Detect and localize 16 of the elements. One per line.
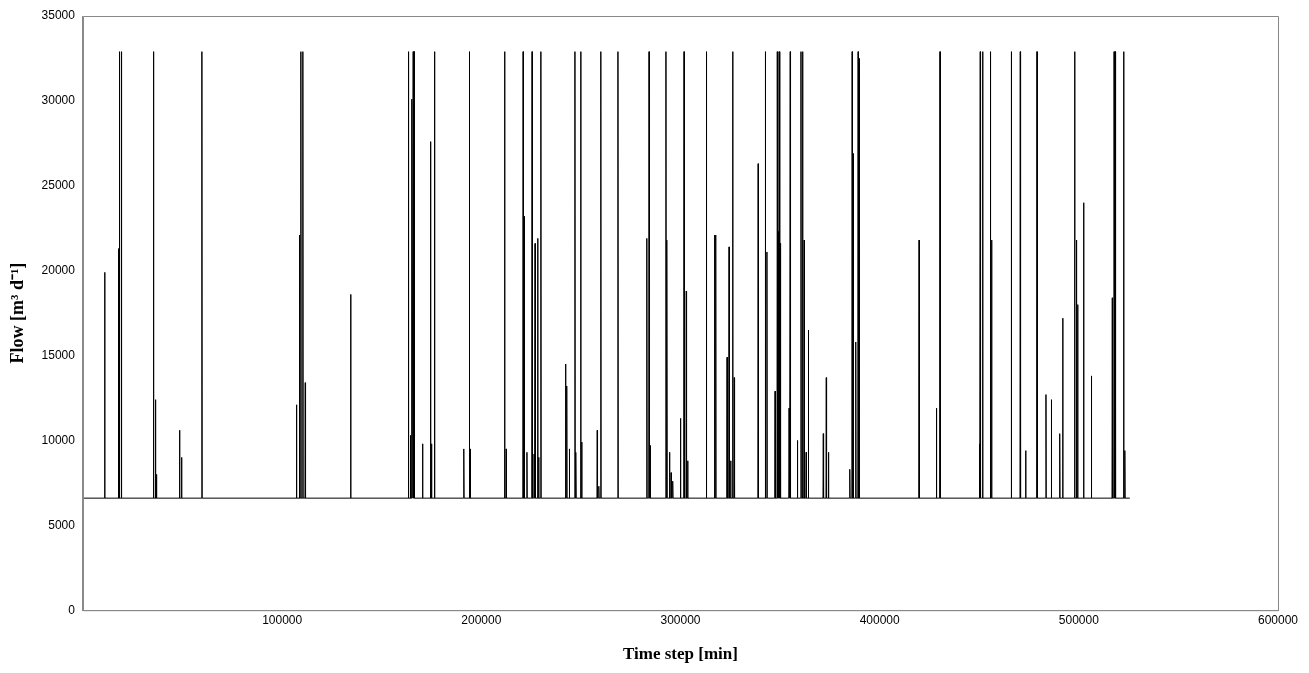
y-tick-label: 20000: [41, 262, 76, 277]
y-tick-label: 5000: [48, 517, 76, 532]
y-axis-title: Flow [m³ d⁻¹]: [7, 262, 28, 364]
y-tick-label: 15000: [41, 347, 76, 362]
x-tick-label: 100000: [262, 612, 303, 627]
y-tick-label: 35000: [41, 8, 76, 23]
y-tick-label: 25000: [41, 178, 76, 193]
x-tick-label: 500000: [1058, 612, 1100, 627]
x-tick-label: 300000: [660, 612, 701, 627]
x-axis-title: Time step [min]: [623, 644, 738, 664]
y-tick-label: 0: [68, 602, 76, 617]
x-tick-label: 200000: [461, 612, 502, 627]
y-tick-label: 10000: [41, 432, 76, 447]
x-tick-label: 600000: [1257, 612, 1299, 627]
y-tick-label: 30000: [41, 93, 76, 108]
x-tick-label: 400000: [859, 612, 900, 627]
